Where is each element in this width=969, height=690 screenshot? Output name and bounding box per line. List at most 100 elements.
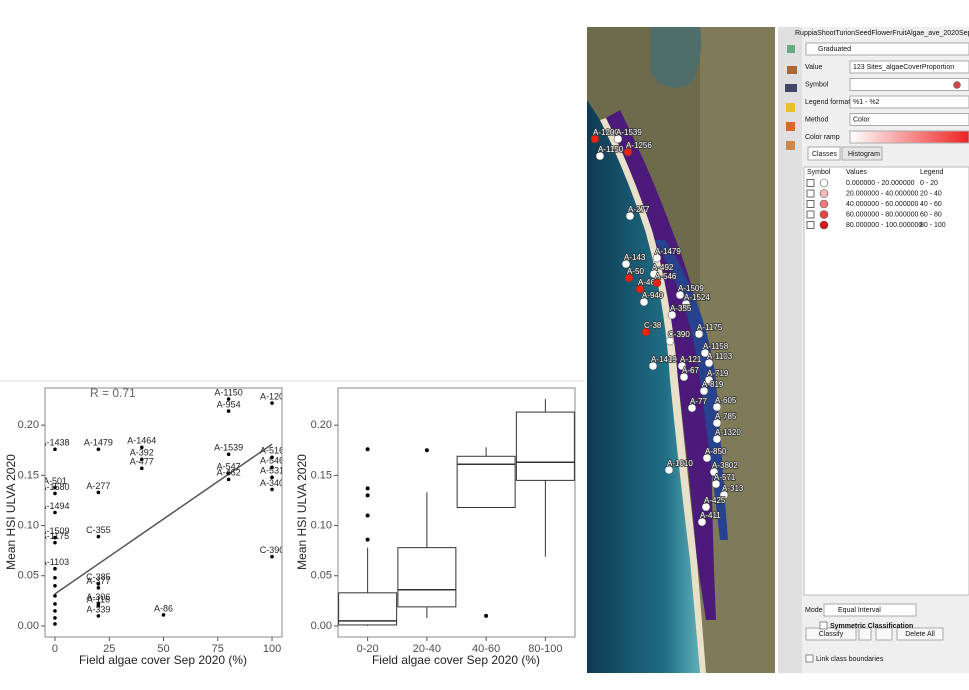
site-marker[interactable] — [702, 453, 712, 463]
point — [96, 581, 101, 586]
site-marker[interactable] — [595, 151, 605, 161]
point — [270, 401, 274, 405]
site-marker[interactable] — [649, 269, 659, 279]
sea — [587, 100, 700, 673]
site-marker[interactable] — [711, 479, 721, 489]
tool-icon[interactable] — [785, 84, 797, 92]
tool-icon[interactable] — [786, 103, 795, 112]
point-label: A-1150 — [214, 387, 242, 397]
site-marker[interactable] — [712, 402, 722, 412]
site-marker[interactable] — [709, 467, 719, 477]
site-label: A-1103 — [707, 352, 733, 361]
classify-button[interactable] — [805, 627, 857, 641]
site-marker[interactable] — [675, 290, 685, 300]
point — [270, 487, 274, 492]
point-label: A-1580 — [40, 482, 69, 492]
renderer-select[interactable] — [805, 42, 969, 56]
point-label: A-86 — [154, 603, 173, 613]
point-label: A-1539 — [214, 443, 243, 453]
point — [226, 477, 231, 482]
site-marker[interactable] — [652, 278, 662, 288]
site-marker[interactable] — [687, 403, 697, 413]
field-input[interactable] — [849, 130, 969, 144]
tab[interactable] — [841, 146, 883, 161]
field-input[interactable] — [849, 78, 969, 91]
site-marker[interactable] — [700, 348, 710, 358]
tool-icon[interactable] — [786, 141, 795, 150]
site-marker[interactable] — [704, 375, 714, 385]
site-marker[interactable] — [613, 134, 623, 144]
annotation: R = 0.71 — [90, 386, 136, 400]
site-marker[interactable] — [719, 490, 729, 500]
x-tick-label: 40-60 — [472, 643, 500, 655]
site-marker[interactable] — [701, 502, 711, 512]
tool-icon[interactable] — [787, 66, 797, 74]
point-label: A-1494 — [40, 501, 69, 511]
site-marker[interactable] — [665, 336, 675, 346]
site-marker[interactable] — [681, 299, 691, 309]
add-button[interactable] — [858, 627, 872, 641]
checkbox[interactable] — [805, 654, 814, 663]
point — [53, 510, 57, 515]
class-legend: 80 - 100 — [920, 222, 946, 229]
site-marker[interactable] — [621, 259, 631, 269]
remove-button[interactable] — [875, 627, 893, 641]
row-checkbox[interactable] — [806, 221, 815, 229]
point — [96, 604, 101, 608]
checkbox[interactable] — [819, 621, 828, 630]
site-marker[interactable] — [639, 297, 649, 307]
site-label: A-1256 — [626, 141, 652, 150]
tab[interactable] — [807, 146, 841, 161]
scatter-panel: R = 0.71 Field algae cover Sep 2020 (%) … — [4, 386, 283, 667]
box — [515, 411, 575, 481]
site-marker[interactable] — [677, 361, 687, 371]
site-marker[interactable] — [590, 134, 600, 144]
site-marker[interactable] — [694, 329, 704, 339]
field-input[interactable] — [849, 113, 969, 126]
site-marker[interactable] — [624, 273, 634, 283]
point — [270, 455, 274, 460]
tool-icon[interactable] — [787, 45, 795, 53]
y-tick-label: 0.05 — [18, 570, 39, 582]
site-marker[interactable] — [623, 147, 633, 157]
field-label: Value — [805, 64, 822, 71]
site-marker[interactable] — [712, 418, 722, 428]
site-marker[interactable] — [625, 211, 635, 221]
point — [96, 586, 101, 590]
site-marker[interactable] — [704, 358, 714, 368]
field-value: Color — [853, 116, 870, 123]
qgis-panel: RuppiaShootTurionSeedFlowerFruitAlgae_av… — [778, 27, 969, 673]
field-value: %1 - %2 — [853, 99, 880, 106]
site-label: A-546 — [655, 272, 677, 281]
row-checkbox[interactable] — [806, 210, 815, 219]
mode-select[interactable] — [823, 603, 917, 617]
site-marker[interactable] — [664, 465, 674, 475]
site-label: A-1320 — [715, 428, 741, 437]
row-checkbox[interactable] — [806, 189, 815, 198]
site-marker[interactable] — [699, 386, 709, 396]
y-tick-label: 0.15 — [18, 469, 39, 481]
outlier — [424, 448, 429, 453]
site-label: A-143 — [624, 253, 646, 262]
row-checkbox[interactable] — [806, 200, 815, 208]
site-marker[interactable] — [679, 372, 689, 382]
site-marker[interactable] — [712, 434, 722, 444]
point-label: A-477 — [130, 457, 154, 467]
tool-icon[interactable] — [786, 122, 795, 131]
site-marker[interactable] — [635, 284, 645, 294]
site-marker[interactable] — [641, 327, 651, 337]
site-marker[interactable] — [667, 310, 677, 320]
site-marker[interactable] — [652, 253, 662, 263]
site-marker[interactable] — [648, 361, 658, 371]
point — [270, 465, 274, 470]
field-input[interactable] — [849, 95, 969, 109]
row-checkbox[interactable] — [806, 179, 815, 187]
beach — [600, 118, 706, 673]
tab-label: Histogram — [848, 151, 880, 158]
class-legend: 20 - 40 — [920, 190, 942, 197]
field-input[interactable] — [849, 60, 969, 74]
class-symbol — [819, 199, 829, 209]
delete-all-button[interactable] — [896, 627, 944, 641]
site-marker[interactable] — [697, 517, 707, 527]
point-label: C-385 — [86, 572, 111, 582]
